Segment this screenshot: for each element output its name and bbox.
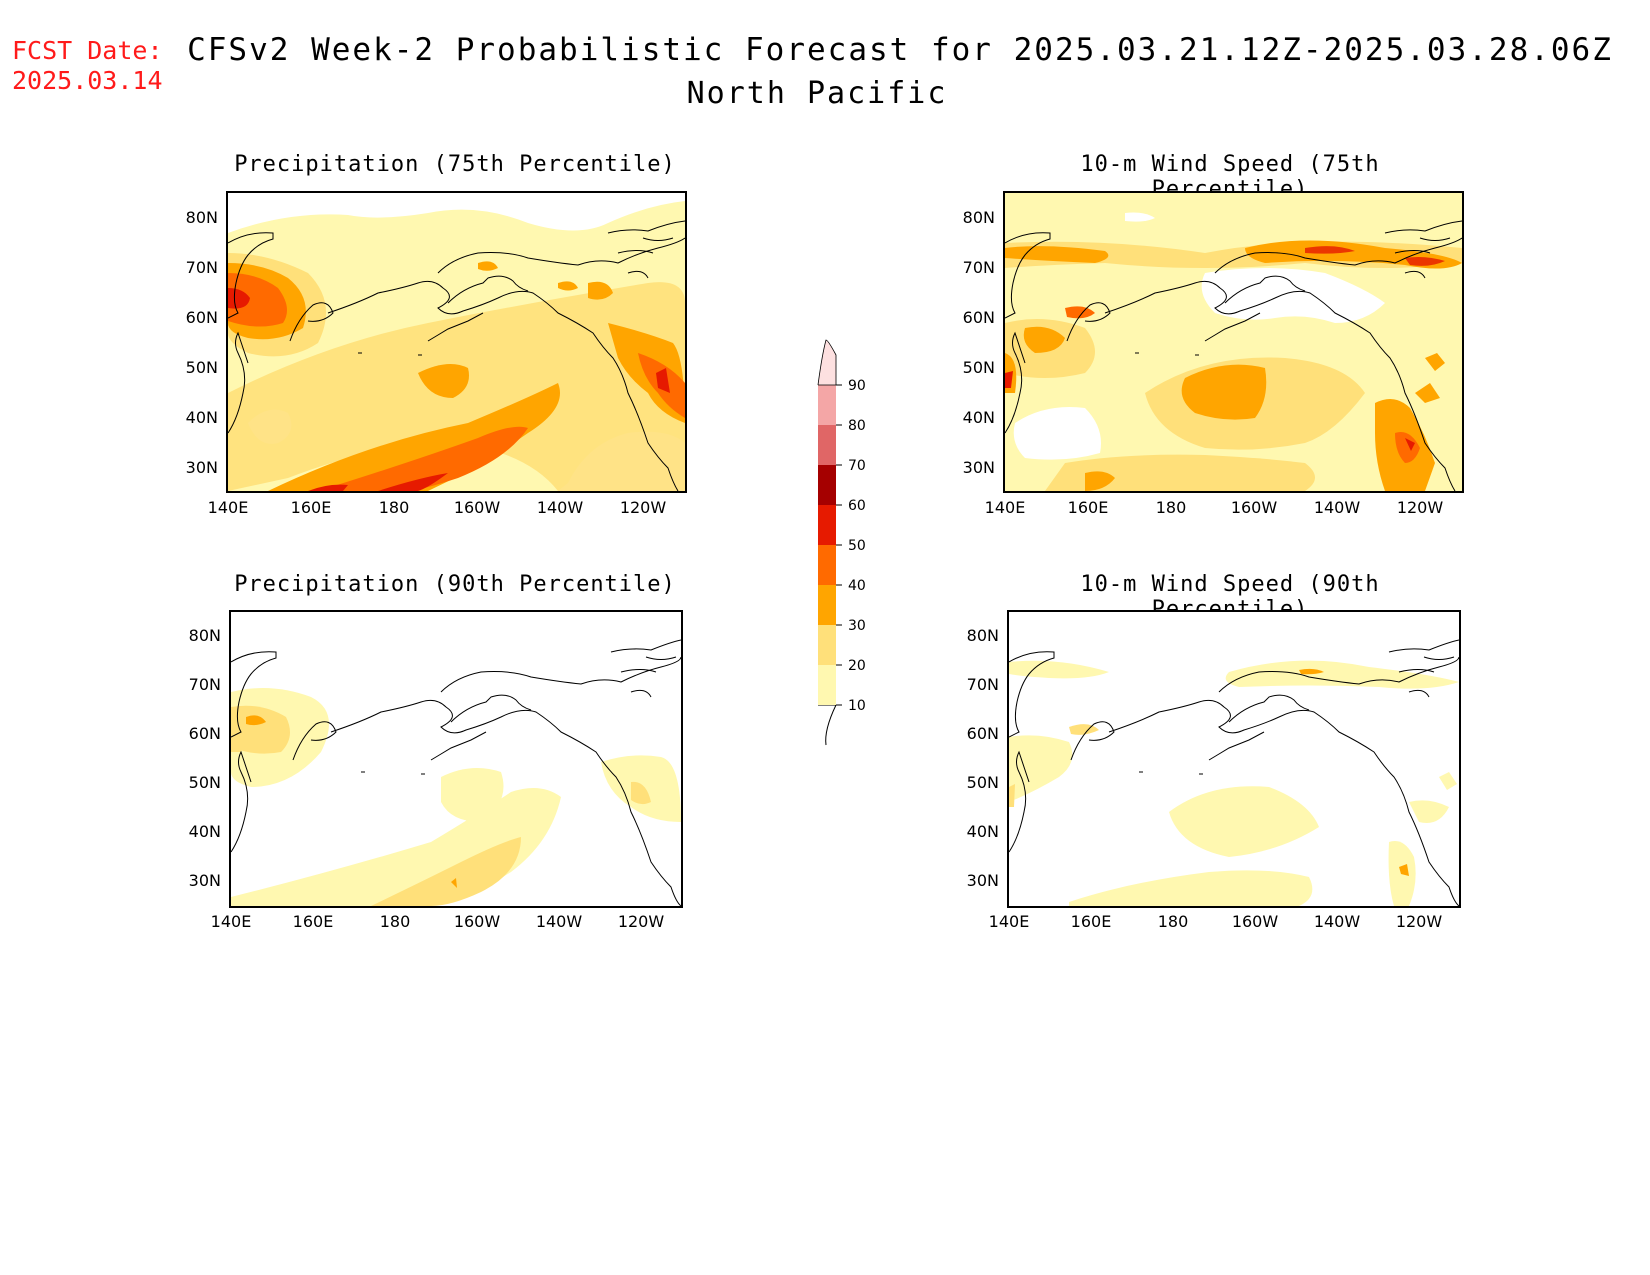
forecast-date-label: FCST Date: xyxy=(12,36,163,65)
precip-75-map xyxy=(228,193,685,491)
colorbar-tick-label: 60 xyxy=(848,498,866,514)
precip-90-map xyxy=(231,612,681,906)
lat-label: 70N xyxy=(962,258,995,277)
lat-label: 50N xyxy=(962,358,995,377)
lat-label: 50N xyxy=(188,773,221,792)
wind-90-map xyxy=(1009,612,1459,906)
lat-label: 40N xyxy=(185,408,218,427)
lat-label: 70N xyxy=(185,258,218,277)
lat-label: 80N xyxy=(962,208,995,227)
lon-label: 180 xyxy=(1155,498,1187,517)
lat-label: 70N xyxy=(966,675,999,694)
colorbar-swatch-20 xyxy=(818,625,836,665)
panel-title-precip-90: Precipitation (90th Percentile) xyxy=(234,572,676,597)
lat-label: 60N xyxy=(962,308,995,327)
lat-label: 30N xyxy=(962,458,995,477)
lon-label: 180 xyxy=(1157,912,1189,931)
lon-label: 140E xyxy=(207,498,249,517)
colorbar-tick-label: 20 xyxy=(848,658,866,674)
lon-label: 160E xyxy=(290,498,332,517)
colorbar-swatch-80 xyxy=(818,385,836,425)
lat-label: 40N xyxy=(966,822,999,841)
main-title: CFSv2 Week-2 Probabilistic Forecast for … xyxy=(187,32,1613,68)
lon-label: 160W xyxy=(453,912,501,931)
lon-label: 160E xyxy=(292,912,334,931)
lon-label: 160W xyxy=(1230,498,1278,517)
lat-label: 80N xyxy=(185,208,218,227)
colorbar: 10 20 30 40 50 60 70 80 90 xyxy=(808,335,888,759)
map-panel-precip-90 xyxy=(229,610,683,908)
colorbar-swatch-60 xyxy=(818,465,836,505)
lat-label: 60N xyxy=(185,308,218,327)
lon-label: 120W xyxy=(1396,498,1444,517)
lat-label: 40N xyxy=(188,822,221,841)
colorbar-tick-label: 80 xyxy=(848,418,866,434)
lon-label: 140W xyxy=(1313,912,1361,931)
lat-label: 80N xyxy=(188,626,221,645)
colorbar-swatch-30 xyxy=(818,585,836,625)
lat-label: 30N xyxy=(188,871,221,890)
lat-label: 60N xyxy=(966,724,999,743)
colorbar-tick-label: 50 xyxy=(848,538,866,554)
forecast-date-block: FCST Date: 2025.03.14 xyxy=(12,36,163,96)
colorbar-tick-label: 30 xyxy=(848,618,866,634)
lon-label: 140W xyxy=(1313,498,1361,517)
lon-label: 140W xyxy=(535,912,583,931)
lon-label: 120W xyxy=(619,498,667,517)
lat-label: 60N xyxy=(188,724,221,743)
lon-label: 160W xyxy=(453,498,501,517)
colorbar-lower-extension xyxy=(818,704,837,746)
lon-label: 140W xyxy=(536,498,584,517)
map-panel-wind-90 xyxy=(1007,610,1461,908)
panel-title-precip-75: Precipitation (75th Percentile) xyxy=(234,152,676,177)
colorbar-swatch-40 xyxy=(818,545,836,585)
colorbar-swatch-90 xyxy=(817,339,837,386)
lon-label: 160W xyxy=(1231,912,1279,931)
wind-75-map xyxy=(1005,193,1462,491)
lat-label: 70N xyxy=(188,675,221,694)
lat-label: 30N xyxy=(966,871,999,890)
map-panel-wind-75 xyxy=(1003,191,1464,493)
panel-title-wind-90: 10-m Wind Speed (90th Percentile) xyxy=(1080,572,1380,622)
lon-label: 160E xyxy=(1070,912,1112,931)
colorbar-swatch-50 xyxy=(818,505,836,545)
colorbar-swatch-70 xyxy=(818,425,836,465)
lon-label: 160E xyxy=(1067,498,1109,517)
colorbar-tick-label: 90 xyxy=(848,378,866,394)
lon-label: 120W xyxy=(617,912,665,931)
forecast-date-value: 2025.03.14 xyxy=(12,66,163,95)
lat-label: 40N xyxy=(962,408,995,427)
lon-label: 140E xyxy=(984,498,1026,517)
lon-label: 140E xyxy=(988,912,1030,931)
lat-label: 80N xyxy=(966,626,999,645)
colorbar-tick-label: 40 xyxy=(848,578,866,594)
lon-label: 180 xyxy=(379,912,411,931)
region-subtitle: North Pacific xyxy=(686,76,948,111)
colorbar-swatch-10 xyxy=(818,665,836,705)
colorbar-svg: 10 20 30 40 50 60 70 80 90 xyxy=(817,339,866,746)
colorbar-tick-label: 70 xyxy=(848,458,866,474)
lon-label: 120W xyxy=(1395,912,1443,931)
lat-label: 50N xyxy=(966,773,999,792)
colorbar-tick-label: 10 xyxy=(848,698,866,714)
lon-label: 140E xyxy=(210,912,252,931)
lat-label: 30N xyxy=(185,458,218,477)
map-panel-precip-75 xyxy=(226,191,687,493)
lon-label: 180 xyxy=(378,498,410,517)
lat-label: 50N xyxy=(185,358,218,377)
